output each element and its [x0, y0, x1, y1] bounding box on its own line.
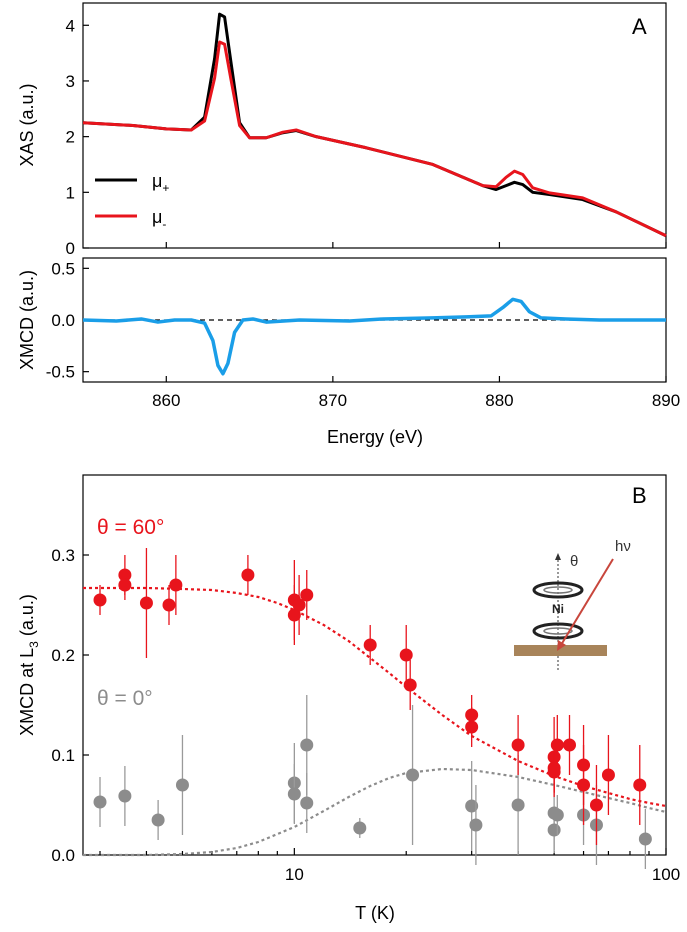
theta0-data-point [550, 808, 564, 822]
theta60-data-point [287, 608, 301, 622]
theta60-data-point [633, 778, 647, 792]
theta0-data-point [93, 795, 107, 809]
xas-y-tick-label: 2 [66, 128, 75, 147]
theta60-data-point [363, 638, 377, 652]
legend-label-mu-plus: μ+ [152, 171, 169, 195]
theta60-data-point [563, 738, 577, 752]
temperature-y-axis-title: XMCD at L3 (a.u.) [17, 594, 41, 736]
series-label-theta0: θ = 0° [97, 687, 153, 710]
theta60-data-point [550, 738, 564, 752]
theta0-data-point [287, 787, 301, 801]
xas-mu-plus-line [82, 12, 667, 238]
xas-legend: μ+ μ- [95, 171, 169, 231]
xmcd-y-tick-label: 0.0 [51, 311, 75, 330]
xmcd-y-ticks: -0.5 0.0 0.5 [46, 259, 89, 382]
theta0-data-point [465, 799, 479, 813]
lower-ring-inner [543, 627, 573, 635]
xas-y-tick-label: 3 [66, 72, 75, 91]
theta60-data-point [403, 678, 417, 692]
temperature-panel: 0.0 0.1 0.2 0.3 10 100 B θ = 60° θ = 0° XMCD… [17, 474, 680, 923]
theta0-data-point [151, 813, 165, 827]
temperature-plot-frame [82, 474, 667, 856]
xas-series [82, 12, 667, 238]
temperature-x-tick-label: 100 [652, 865, 680, 884]
theta60-data-point [162, 598, 176, 612]
xas-y-ticks: 0 1 2 3 4 [66, 16, 667, 258]
theta60-data-point [601, 768, 615, 782]
photon-beam [560, 558, 614, 646]
temperature-y-tick-label: 0.1 [51, 746, 75, 765]
xas-panel: 0 1 2 3 4 A XAS (a.u.) μ+ μ- [17, 2, 667, 258]
theta0-data-point [353, 821, 367, 835]
xmcd-x-tick-label: 870 [319, 391, 347, 410]
xmcd-y-tick-label: -0.5 [46, 363, 75, 382]
fit-curve-theta60 [83, 586, 667, 808]
upper-cyclopentadienyl-ring [532, 581, 584, 599]
panel-label-b: B [632, 483, 647, 508]
photon-beam-arrowhead-icon [557, 640, 566, 651]
theta60-data-point [292, 598, 306, 612]
xmcd-series [82, 297, 666, 376]
xmcd-x-ticks: 860 870 880 890 [152, 376, 680, 410]
xas-y-axis-title: XAS (a.u.) [17, 83, 37, 166]
theta0-data-point [300, 796, 314, 810]
xas-y-tick-label: 4 [66, 16, 75, 35]
xas-mu-minus-line [82, 40, 667, 238]
theta0-data-point [175, 778, 189, 792]
xmcd-x-tick-label: 890 [652, 391, 680, 410]
xas-plot-frame [82, 2, 667, 249]
theta-label: θ [570, 553, 578, 570]
temperature-y-ticks: 0.0 0.1 0.2 0.3 [51, 546, 89, 865]
xas-y-tick-label: 0 [66, 239, 75, 258]
energy-x-axis-title: Energy (eV) [327, 427, 423, 447]
temperature-y-tick-label: 0.2 [51, 646, 75, 665]
upper-ring-inner [543, 586, 573, 594]
theta0-data-point [406, 768, 420, 782]
panel-label-a: A [632, 14, 647, 39]
xmcd-y-tick-label: 0.5 [51, 259, 75, 278]
temperature-y-tick-label: 0.3 [51, 546, 75, 565]
lower-cyclopentadienyl-ring [532, 622, 584, 640]
series-label-theta60: θ = 60° [97, 516, 164, 539]
temperature-x-axis-title: T (K) [355, 903, 395, 923]
theta60-data-point [300, 588, 314, 602]
theta0-data-point [300, 738, 314, 752]
theta0-data-point [547, 823, 561, 837]
xmcd-x-tick-label: 860 [152, 391, 180, 410]
theta60-data-point [118, 578, 132, 592]
substrate-surface [514, 645, 607, 656]
theta60-data-point [241, 568, 255, 582]
theta60-data-point [577, 778, 591, 792]
photon-label: hν [615, 538, 631, 555]
legend-label-mu-minus: μ- [152, 207, 166, 231]
data-points [93, 548, 652, 869]
theta60-data-point [589, 798, 603, 812]
theta60-data-point [547, 765, 561, 779]
temperature-y-tick-label: 0.0 [51, 846, 75, 865]
theta0-data-point [469, 818, 483, 832]
xmcd-panel: -0.5 0.0 0.5 860 870 880 890 XMCD (a.u.) Ener… [17, 257, 680, 447]
theta0-data-point [511, 798, 525, 812]
normal-arrowhead-icon [555, 553, 561, 560]
theta60-data-point [511, 738, 525, 752]
theta0-data-point [118, 789, 132, 803]
theta0-data-point [638, 832, 652, 846]
theta60-data-point [139, 596, 153, 610]
theta60-data-point [93, 593, 107, 607]
nickel-atom-label: Ni [552, 602, 564, 616]
temperature-x-ticks: 10 100 [99, 848, 680, 884]
xmcd-y-axis-title: XMCD (a.u.) [17, 270, 37, 370]
xas-y-tick-label: 1 [66, 183, 75, 202]
ni-molecule-inset: θ hν Ni [514, 538, 631, 670]
theta60-data-point [465, 720, 479, 734]
temperature-x-tick-label: 10 [285, 865, 304, 884]
xmcd-line [82, 297, 666, 376]
theta60-data-point [169, 578, 183, 592]
theta60-data-point [399, 648, 413, 662]
xmcd-x-tick-label: 880 [485, 391, 513, 410]
